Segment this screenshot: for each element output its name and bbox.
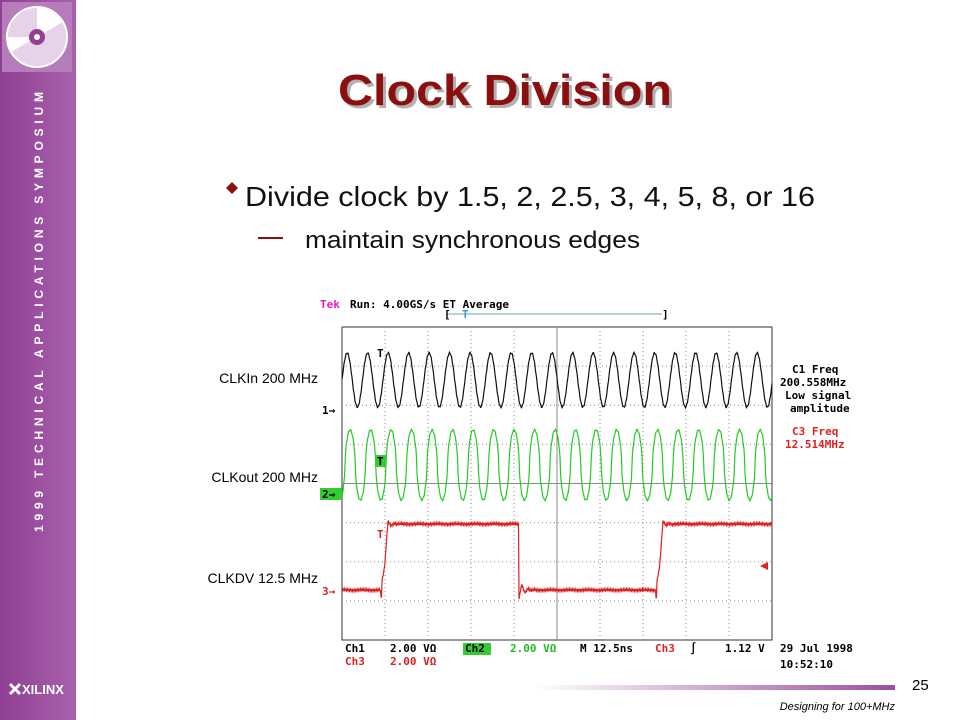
- readout: amplitude: [790, 402, 850, 415]
- trigger-marker: T: [377, 347, 384, 360]
- trigger-marker: T: [377, 455, 384, 468]
- setting: 2.00 VΩ: [390, 655, 437, 668]
- scope-status: Run: 4.00GS/s ET Average: [350, 298, 509, 311]
- trigger-level-arrow: [760, 562, 768, 570]
- readout: C3 Freq: [792, 425, 838, 438]
- waveform-clkin: [341, 350, 773, 410]
- bullet-diamond: [226, 182, 238, 194]
- channel-marker: 2→: [322, 488, 336, 501]
- signal-label: CLKDV 12.5 MHz: [208, 570, 318, 586]
- readout: C1 Freq: [792, 363, 838, 376]
- title: Clock Division: [338, 66, 672, 115]
- page-number: 25: [912, 677, 929, 694]
- readout: Low signal: [785, 389, 851, 402]
- signal-label: CLKIn 200 MHz: [219, 370, 318, 386]
- sub-bullet: maintain synchronous edges: [305, 227, 640, 254]
- channel-marker: 1→: [322, 404, 336, 417]
- scope-brand: Tek: [320, 298, 340, 311]
- oscilloscope: [ ]: [318, 292, 870, 682]
- xilinx-logo: XILINX: [8, 682, 64, 697]
- setting: Ch1: [345, 642, 365, 655]
- logo-text: XILINX: [22, 682, 64, 697]
- marker-bg: [463, 643, 491, 655]
- logo-disc: [2, 2, 72, 72]
- record-bracket: ]: [662, 308, 669, 321]
- setting: Ch2: [465, 642, 485, 655]
- title-shadow: Clock Division: [341, 69, 675, 118]
- setting: Ch3: [345, 655, 365, 668]
- setting: 1.12 V: [725, 642, 765, 655]
- marker-bg: [320, 488, 342, 500]
- readout: 12.514MHz: [785, 438, 845, 451]
- scope-screen: [318, 292, 870, 682]
- waveform-clkout: [341, 427, 773, 503]
- footer: Designing for 100+MHz: [780, 701, 896, 713]
- trigger-position: T: [462, 308, 469, 321]
- setting: ∫: [690, 642, 697, 655]
- date: 29 Jul 1998: [780, 642, 853, 655]
- record-bracket: [: [444, 308, 451, 321]
- time: 10:52:10: [780, 658, 833, 671]
- footer-rule: [535, 685, 895, 690]
- waveform-clkdv: [341, 519, 773, 600]
- signal-label: CLKout 200 MHz: [211, 469, 318, 485]
- bullet: Divide clock by 1.5, 2, 2.5, 3, 4, 5, 8,…: [245, 181, 815, 212]
- setting: M 12.5ns: [580, 642, 633, 655]
- setting: 2.00 VΩ: [390, 642, 437, 655]
- channel-marker: 3→: [322, 585, 336, 598]
- trigger-marker: T: [377, 528, 384, 541]
- setting: Ch3: [655, 642, 675, 655]
- readout: 200.558MHz: [780, 376, 846, 389]
- sidebar: [0, 0, 76, 720]
- vertical-banner: 1999 TECHNICAL APPLICATIONS SYMPOSIUM: [32, 92, 46, 532]
- setting: 2.00 VΩ: [510, 642, 557, 655]
- marker-bg: [375, 455, 386, 467]
